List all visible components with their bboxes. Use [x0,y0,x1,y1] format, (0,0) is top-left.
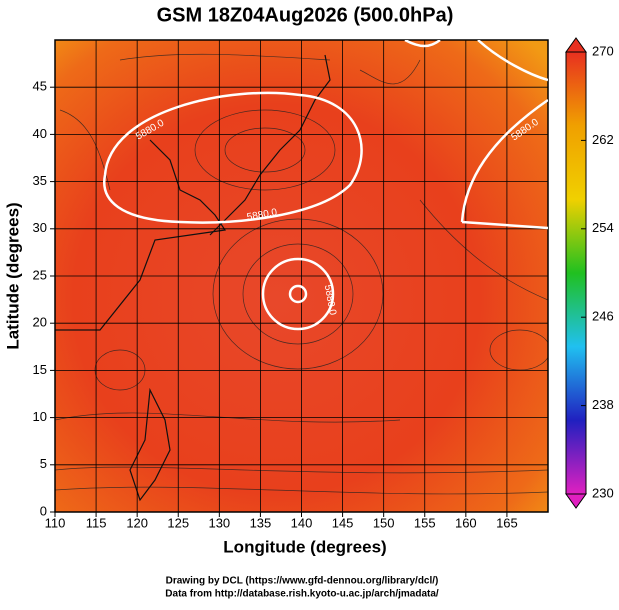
x-tick-label: 150 [373,515,395,530]
chart-title: GSM 18Z04Aug2026 (500.0hPa) [157,4,454,26]
contour-line [103,91,363,224]
y-tick-label: 10 [33,409,47,424]
colorbar-tick-label: 230 [592,485,614,500]
y-tick-label: 25 [33,267,47,282]
contour-line [460,98,548,223]
x-tick-label: 110 [45,515,66,530]
y-tick-label: 40 [33,126,47,141]
contour-label: 5880.0 [322,284,338,316]
colorbar-tick-label: 262 [592,132,614,147]
colorbar [565,51,587,495]
y-tick-label: 15 [33,362,47,377]
colorbar-min [565,493,587,509]
x-axis-title: Longitude (degrees) [223,537,386,556]
colorbar-tick-label: 246 [592,309,614,324]
y-tick-label: 35 [33,173,47,188]
x-tick-label: 140 [291,515,313,530]
y-tick-label: 5 [40,456,47,471]
x-tick-label: 145 [332,515,354,530]
x-tick-label: 165 [496,515,518,530]
y-tick-label: 30 [33,220,47,235]
x-tick-label: 130 [208,515,230,530]
credit: Drawing by DCL (https://www.gfd-dennou.o… [166,576,439,587]
x-tick-label: 125 [167,515,189,530]
contour-line [461,220,548,230]
contour-line [404,40,441,48]
contour-line [477,40,548,82]
y-axis-title: Latitude (degrees) [3,202,22,349]
y-tick-label: 0 [40,503,47,518]
y-tick-label: 45 [33,79,47,94]
contour-label: 5880.0 [246,207,278,223]
credit: Data from http://database.rish.kyoto-u.a… [165,589,439,600]
x-tick-label: 160 [455,515,477,530]
x-tick-label: 135 [250,515,272,530]
y-tick-label: 20 [33,315,47,330]
contour-line [261,257,335,331]
x-tick-label: 115 [86,515,107,530]
colorbar-max [565,37,587,53]
colorbar-tick-label: 238 [592,397,614,412]
colorbar-tick-label: 254 [592,220,614,235]
x-tick-label: 155 [414,515,436,530]
contour-line [288,284,308,304]
x-tick-label: 120 [126,515,148,530]
colorbar-tick-label: 270 [592,43,614,58]
